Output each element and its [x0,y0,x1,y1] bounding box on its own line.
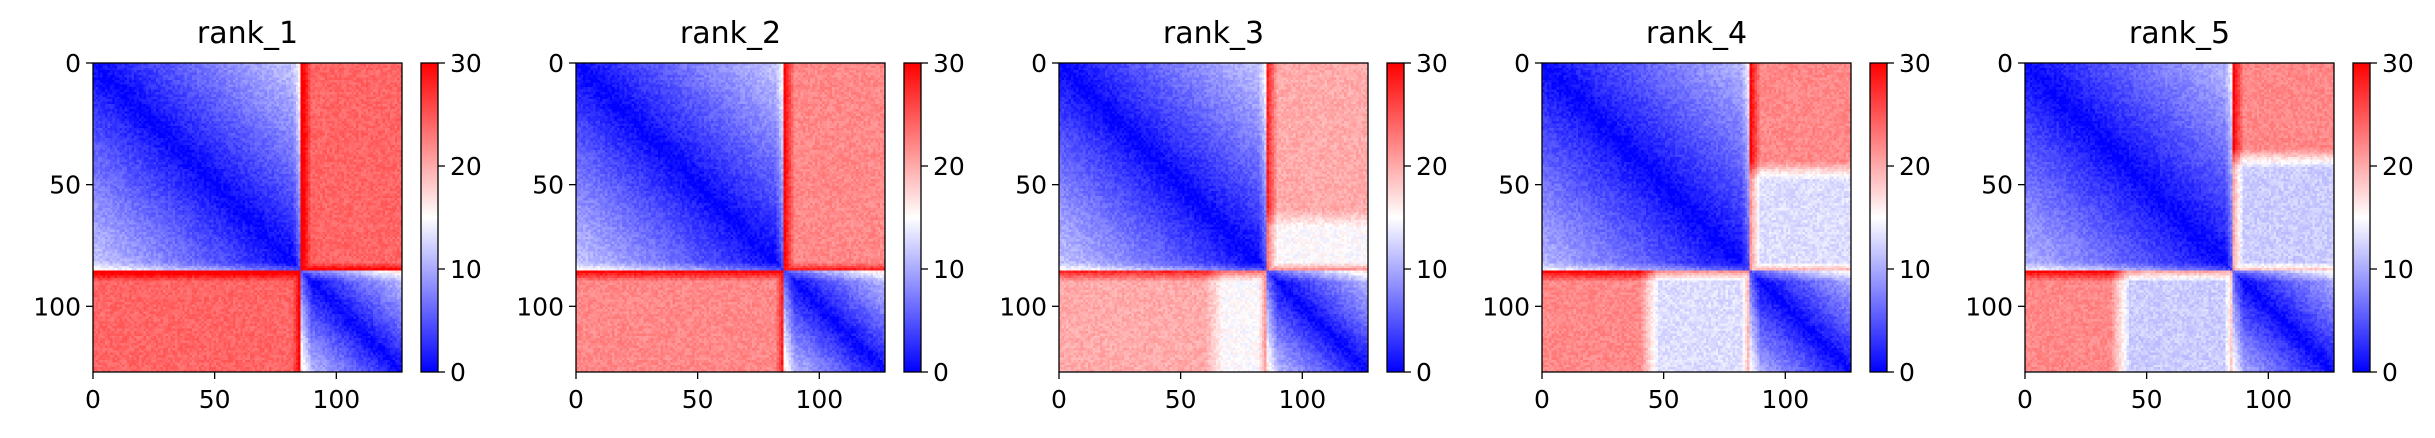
colorbar-tick-label: 10 [1416,255,1448,284]
colorbar-tick-label: 10 [2382,255,2414,284]
colorbar-tick-label: 20 [2382,152,2414,181]
colorbar-tick-label: 0 [1416,358,1432,387]
x-tick-label: 0 [1534,385,1550,414]
x-tick-label: 50 [1648,385,1680,414]
colorbar [2353,63,2370,372]
y-tick-label: 100 [33,292,81,321]
colorbar-tick-label: 0 [933,358,949,387]
colorbar [1870,63,1887,372]
heatmap-frame [2024,62,2335,373]
x-tick-label: 50 [2131,385,2163,414]
colorbar-tick-label: 30 [1899,49,1931,78]
heatmap-image [576,63,885,372]
y-tick-label: 100 [1482,292,1530,321]
colorbar-tick-label: 10 [450,255,482,284]
colorbar-frame [2352,62,2371,373]
colorbar [1387,63,1404,372]
colorbar-tick-label: 30 [1416,49,1448,78]
heatmap-image [93,63,402,372]
y-tick-label: 50 [532,171,564,200]
heatmap-image [1059,63,1368,372]
colorbar-frame [1869,62,1888,373]
colorbar-tick-label: 30 [933,49,965,78]
panel-title: rank_3 [1163,16,1264,51]
colorbar-tick-label: 20 [1899,152,1931,181]
x-tick-label: 100 [312,385,360,414]
x-tick-label: 0 [2017,385,2033,414]
colorbar-tick-label: 0 [2382,358,2398,387]
heatmap-image [1542,63,1851,372]
colorbar-tick-label: 30 [450,49,482,78]
panel-5: rank_5 0 50 100 0 50 100 0 10 20 30 [1965,16,2414,414]
colorbar [904,63,921,372]
x-tick-label: 100 [2244,385,2292,414]
heatmap-frame [1541,62,1852,373]
x-tick-label: 0 [1051,385,1067,414]
y-tick-label: 100 [1965,292,2013,321]
colorbar-tick-label: 0 [1899,358,1915,387]
x-tick-label: 100 [795,385,843,414]
x-tick-label: 100 [1278,385,1326,414]
colorbar-tick-label: 0 [450,358,466,387]
colorbar-tick-label: 20 [1416,152,1448,181]
colorbar-tick-label: 20 [933,152,965,181]
x-tick-label: 100 [1761,385,1809,414]
colorbar-frame [903,62,922,373]
y-tick-label: 50 [1981,171,2013,200]
heatmap-frame [1058,62,1369,373]
x-tick-label: 50 [682,385,714,414]
y-tick-label: 0 [1514,49,1530,78]
y-tick-label: 0 [1997,49,2013,78]
x-tick-label: 50 [1165,385,1197,414]
panel-title: rank_2 [680,16,781,51]
y-tick-label: 50 [1015,171,1047,200]
y-tick-label: 100 [999,292,1047,321]
x-tick-label: 0 [568,385,584,414]
panel-3: rank_3 0 50 100 0 50 100 0 10 20 30 [999,16,1448,414]
panel-title: rank_5 [2129,16,2230,51]
y-tick-label: 0 [1031,49,1047,78]
colorbar-tick-label: 10 [1899,255,1931,284]
colorbar-frame [420,62,439,373]
y-tick-label: 100 [516,292,564,321]
y-tick-label: 0 [65,49,81,78]
y-tick-label: 50 [49,171,81,200]
panel-title: rank_1 [197,16,298,51]
colorbar-tick-label: 10 [933,255,965,284]
panel-4: rank_4 0 50 100 0 50 100 0 10 20 30 [1482,16,1931,414]
colorbar [421,63,438,372]
x-tick-label: 50 [199,385,231,414]
panel-title: rank_4 [1646,16,1747,51]
panel-2: rank_2 0 50 100 0 50 100 0 10 20 30 [516,16,965,414]
y-tick-label: 50 [1498,171,1530,200]
colorbar-tick-label: 30 [2382,49,2414,78]
panel-1: rank_1 0 50 100 0 50 100 0 10 20 30 [33,16,482,414]
colorbar-tick-label: 20 [450,152,482,181]
y-tick-label: 0 [548,49,564,78]
colorbar-frame [1386,62,1405,373]
heatmap-image [2025,63,2334,372]
heatmap-frame [92,62,403,373]
x-tick-label: 0 [85,385,101,414]
heatmap-frame [575,62,886,373]
